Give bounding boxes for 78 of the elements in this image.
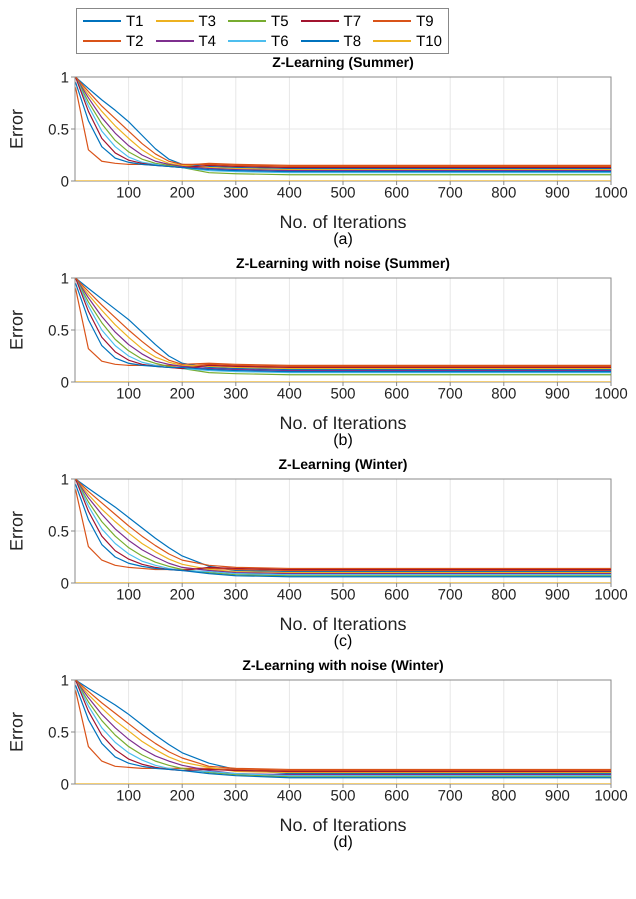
y-tick-label: 1 bbox=[60, 270, 69, 288]
x-tick-label: 200 bbox=[170, 184, 195, 202]
y-tick-label: 1 bbox=[60, 672, 69, 690]
x-axis-title: No. of Iterations bbox=[279, 413, 407, 433]
x-tick-label: 400 bbox=[276, 586, 302, 604]
x-tick-label: 600 bbox=[384, 184, 410, 202]
x-tick-label: 400 bbox=[276, 184, 302, 202]
x-tick-label: 100 bbox=[116, 386, 142, 403]
y-tick-label: 0 bbox=[60, 173, 69, 190]
y-tick-label: 0 bbox=[60, 776, 69, 794]
x-tick-label: 200 bbox=[170, 586, 195, 604]
x-tick-label: 900 bbox=[544, 788, 570, 805]
chart-title: Z-Learning (Summer) bbox=[271, 54, 415, 72]
x-tick-label: 900 bbox=[544, 184, 570, 202]
y-axis-title: Error bbox=[6, 510, 26, 551]
legend-label: T5 bbox=[271, 12, 289, 30]
x-tick-label: 700 bbox=[438, 788, 463, 805]
y-tick-label: 0.5 bbox=[48, 121, 69, 138]
x-tick-label: 700 bbox=[438, 386, 463, 403]
legend-label: T2 bbox=[126, 32, 144, 50]
x-axis-title: No. of Iterations bbox=[279, 212, 407, 232]
x-tick-label: 1000 bbox=[594, 586, 628, 604]
chart-title: Z-Learning with noise (Summer) bbox=[235, 255, 451, 273]
x-tick-label: 300 bbox=[223, 586, 248, 604]
x-tick-label: 900 bbox=[544, 586, 570, 604]
x-tick-label: 500 bbox=[330, 386, 356, 403]
y-tick-label: 1 bbox=[60, 69, 69, 86]
legend-label: T10 bbox=[416, 32, 442, 50]
text: (c) bbox=[332, 633, 354, 652]
y-tick-label: 1 bbox=[60, 471, 69, 488]
x-tick-label: 1000 bbox=[594, 788, 628, 805]
legend-label: T6 bbox=[271, 32, 289, 50]
y-axis-title: Error bbox=[6, 310, 26, 350]
x-tick-label: 600 bbox=[384, 788, 410, 805]
text: (b) bbox=[332, 432, 354, 451]
y-tick-label: 0.5 bbox=[48, 724, 69, 742]
y-axis-title: Error bbox=[6, 108, 26, 149]
x-tick-label: 800 bbox=[491, 788, 516, 805]
x-tick-label: 300 bbox=[223, 386, 248, 403]
x-axis-title: No. of Iterations bbox=[279, 614, 407, 634]
chart-title: Z-Learning (Winter) bbox=[278, 456, 408, 474]
x-tick-label: 900 bbox=[544, 386, 570, 403]
x-tick-label: 400 bbox=[276, 788, 302, 805]
y-tick-label: 0 bbox=[60, 374, 69, 392]
x-tick-label: 500 bbox=[330, 586, 356, 604]
legend-label: T9 bbox=[416, 12, 434, 30]
legend-label: T1 bbox=[126, 12, 144, 30]
x-tick-label: 300 bbox=[223, 184, 248, 202]
x-tick-label: 1000 bbox=[594, 386, 628, 403]
x-tick-label: 700 bbox=[438, 586, 463, 604]
x-tick-label: 400 bbox=[276, 386, 302, 403]
x-tick-label: 700 bbox=[438, 184, 463, 202]
text: (d) bbox=[332, 834, 354, 853]
x-tick-label: 100 bbox=[116, 184, 142, 202]
x-tick-label: 1000 bbox=[594, 184, 628, 202]
legend-label: T7 bbox=[344, 12, 362, 30]
legend-label: T4 bbox=[198, 32, 216, 50]
x-tick-label: 200 bbox=[170, 386, 195, 403]
x-tick-label: 100 bbox=[116, 586, 142, 604]
chart-title: Z-Learning with noise (Winter) bbox=[241, 657, 445, 675]
x-tick-label: 300 bbox=[223, 788, 248, 805]
x-tick-label: 500 bbox=[330, 788, 356, 805]
x-tick-label: 800 bbox=[491, 184, 516, 202]
text: (a) bbox=[332, 231, 354, 250]
x-tick-label: 600 bbox=[384, 386, 410, 403]
y-axis-title: Error bbox=[6, 712, 26, 752]
x-tick-label: 800 bbox=[491, 386, 516, 403]
y-tick-label: 0 bbox=[60, 575, 69, 592]
x-axis-title: No. of Iterations bbox=[279, 815, 407, 835]
x-tick-label: 600 bbox=[384, 586, 410, 604]
x-tick-label: 200 bbox=[170, 788, 195, 805]
legend-label: T3 bbox=[198, 12, 216, 30]
x-tick-label: 500 bbox=[330, 184, 356, 202]
legend-label: T8 bbox=[344, 32, 362, 50]
x-tick-label: 800 bbox=[491, 586, 516, 604]
x-tick-label: 100 bbox=[116, 788, 142, 805]
y-tick-label: 0.5 bbox=[48, 322, 69, 340]
y-tick-label: 0.5 bbox=[48, 523, 69, 540]
